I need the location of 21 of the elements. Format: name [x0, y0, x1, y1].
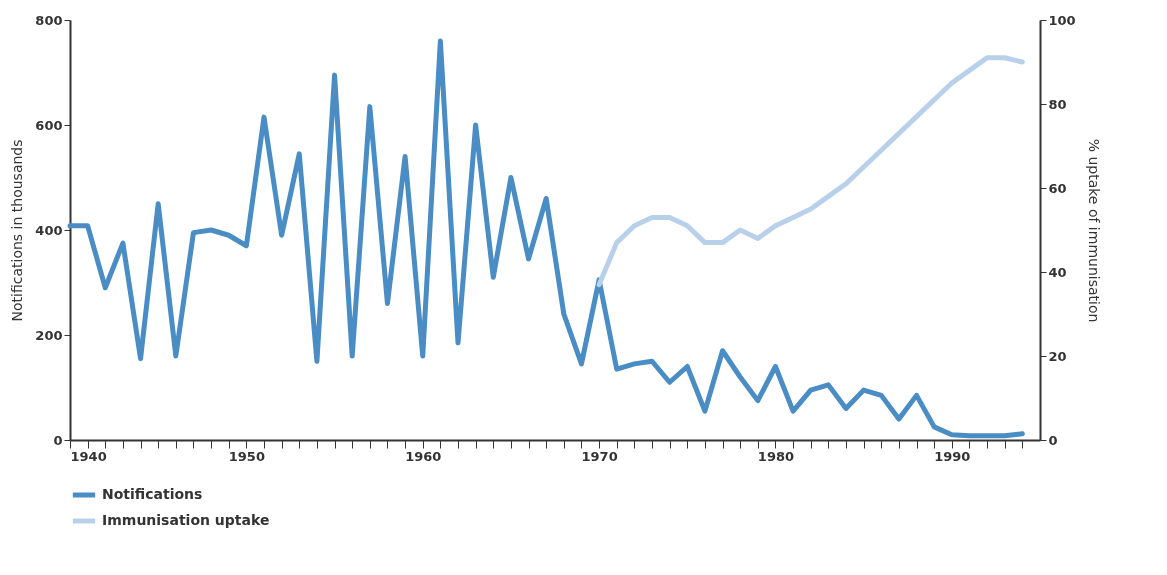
x-tick-label: 1960 [405, 448, 442, 464]
x-tick-label: 1940 [70, 448, 107, 464]
y2-tick-label: 80 [1048, 96, 1067, 112]
legend-label: Notifications [102, 486, 203, 502]
x-tick-label: 1970 [581, 448, 618, 464]
y-tick-label: 0 [53, 432, 63, 448]
legend-label: Immunisation uptake [102, 512, 270, 528]
y2-tick-label: 100 [1048, 12, 1076, 28]
y-tick-label: 200 [35, 327, 63, 343]
y2-tick-label: 20 [1048, 348, 1067, 364]
y2-axis-title: % uptake of immunisation [1085, 138, 1102, 323]
y-tick-label: 400 [35, 222, 63, 238]
y2-tick-label: 40 [1048, 264, 1067, 280]
y-axis-title: Notifications in thousands [9, 139, 26, 322]
x-tick-label: 1990 [934, 448, 971, 464]
y-tick-label: 600 [35, 117, 63, 133]
y2-tick-label: 60 [1048, 180, 1067, 196]
x-tick-label: 1950 [228, 448, 265, 464]
y2-tick-label: 0 [1048, 432, 1058, 448]
x-tick-label: 1980 [757, 448, 795, 464]
y-tick-label: 800 [35, 12, 63, 28]
